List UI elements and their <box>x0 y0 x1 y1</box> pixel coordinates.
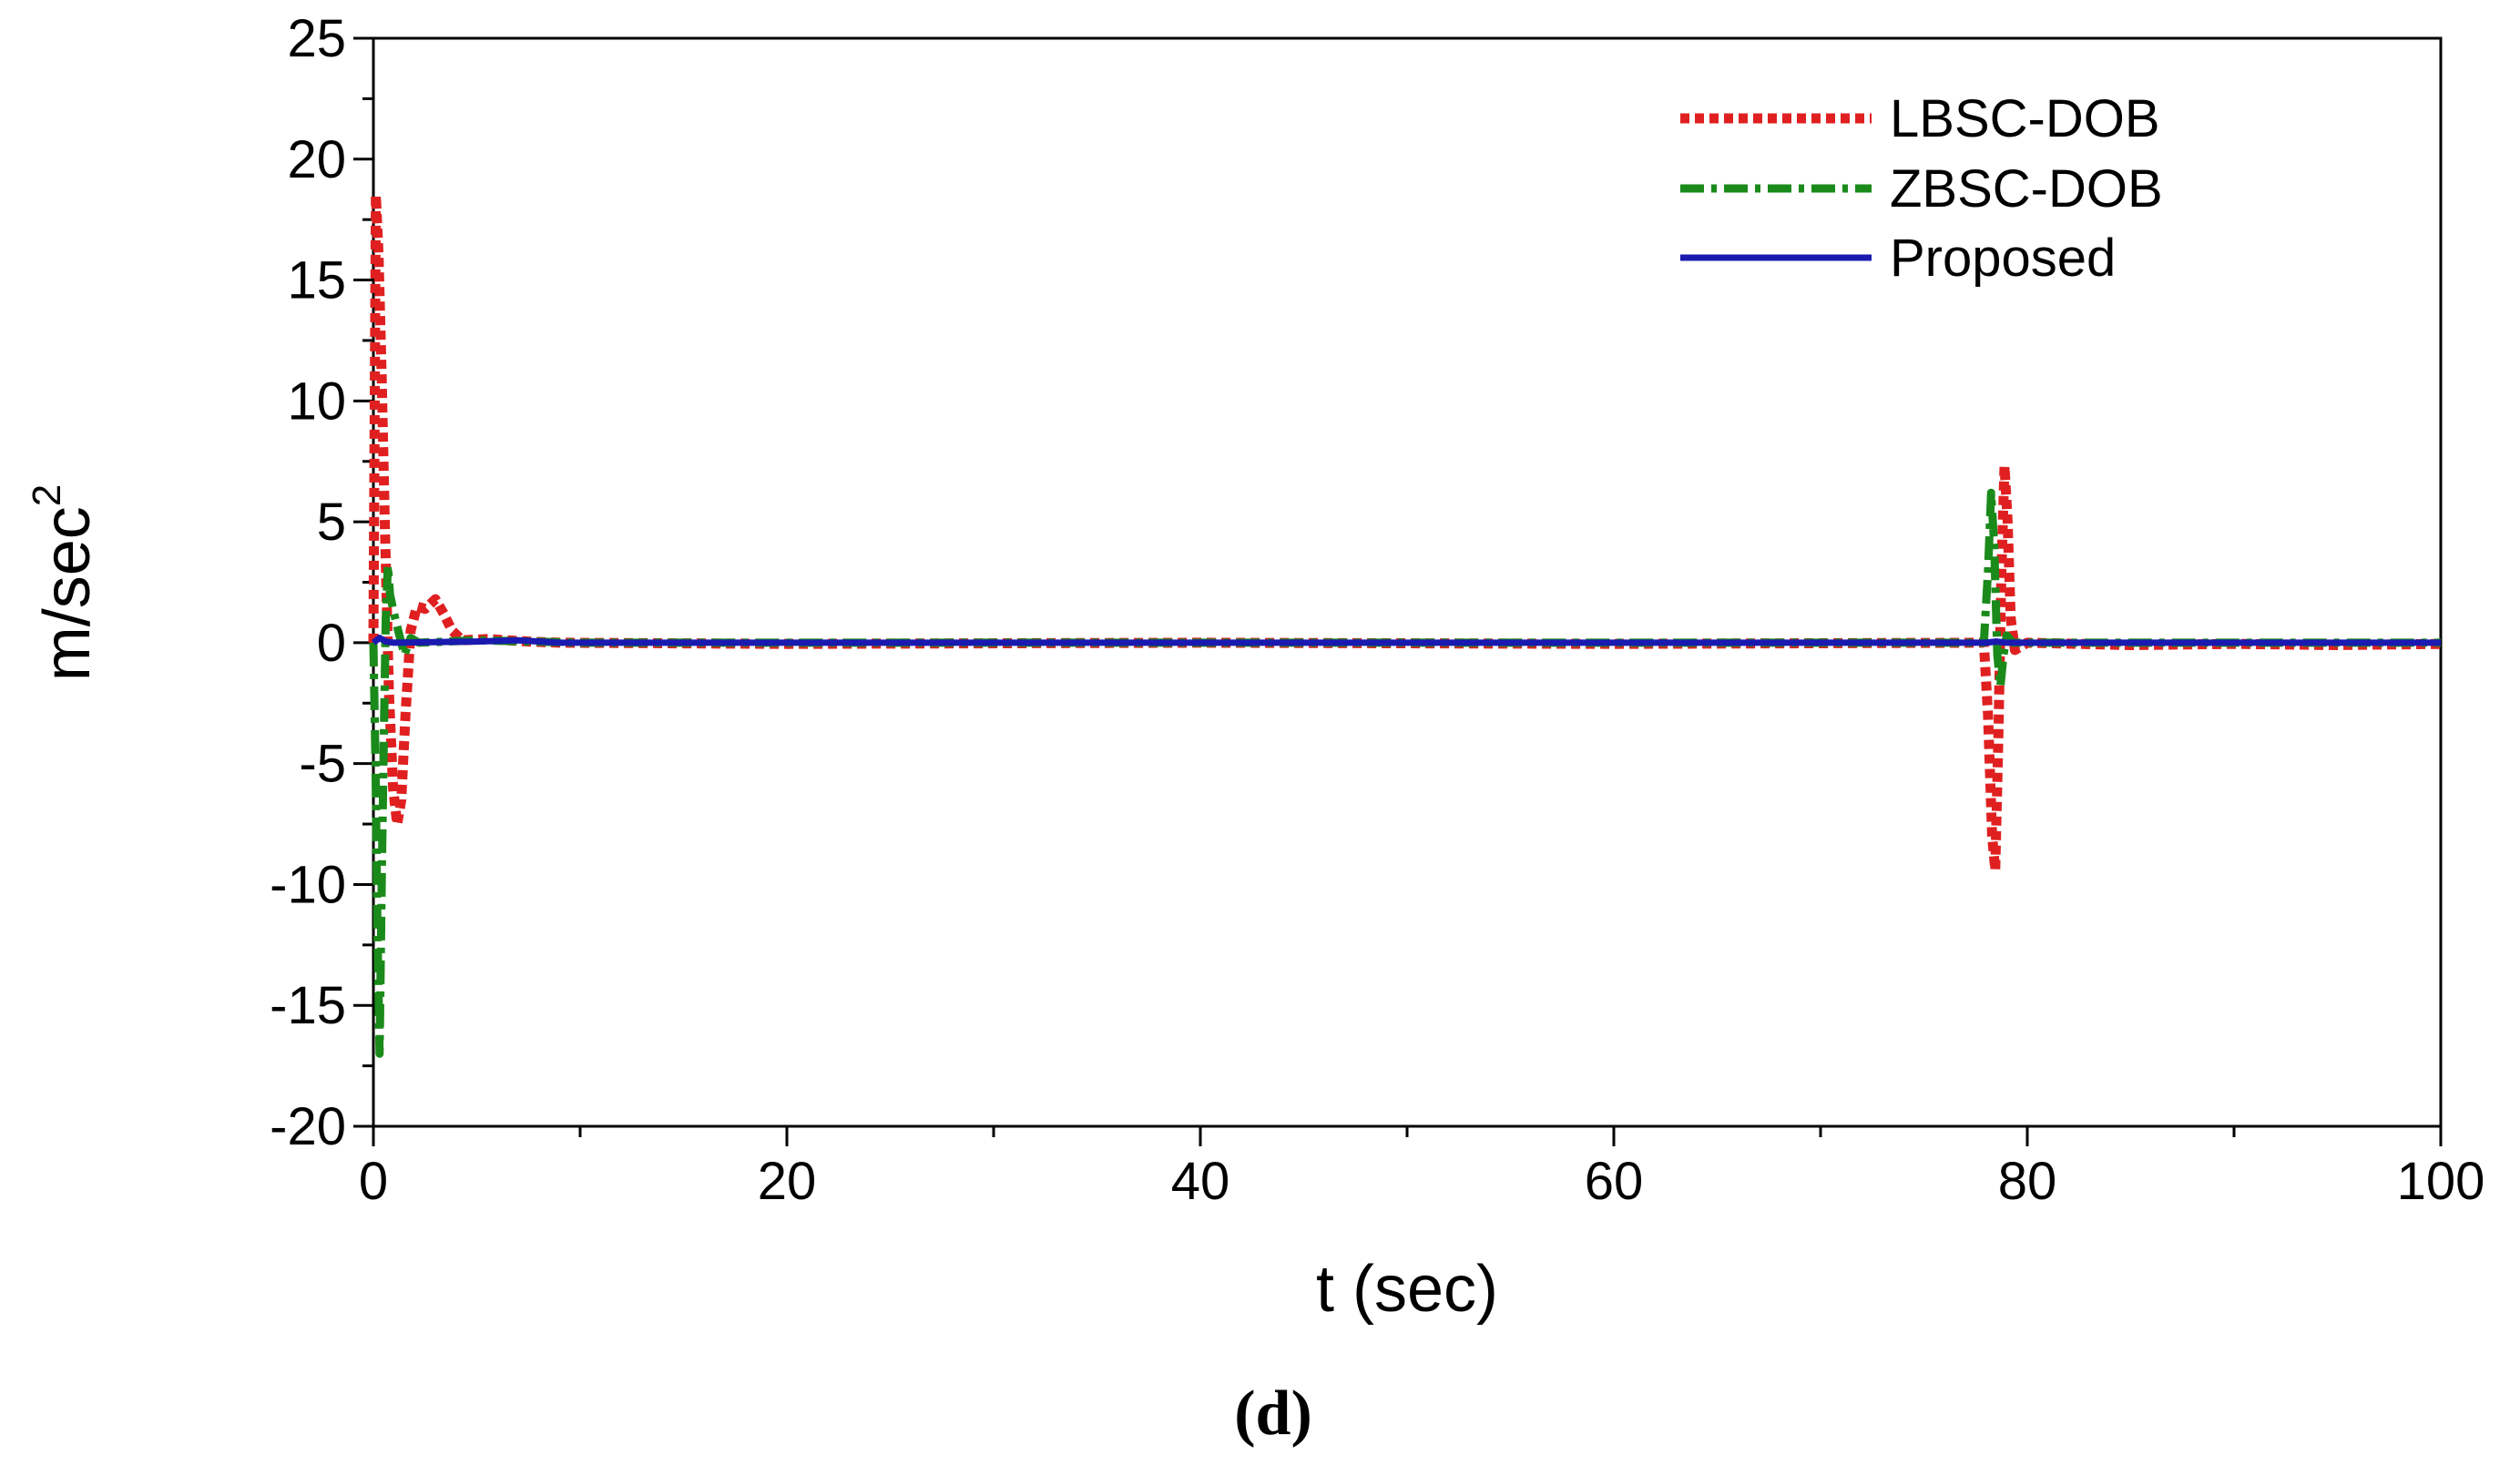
legend-label: LBSC-DOB <box>1890 89 2160 148</box>
series-line-zbsc-dob <box>369 488 2441 1058</box>
y-tick-label: 15 <box>287 251 346 310</box>
legend-label: Proposed <box>1890 229 2116 288</box>
legend: LBSC-DOB ZBSC-DOB Proposed <box>1680 89 2163 288</box>
y-tick-label: -5 <box>299 735 346 794</box>
y-axis-ticks: -20 -15 -10 -5 0 5 10 15 20 25 <box>270 9 373 1156</box>
y-axis-label-exponent: 2 <box>25 484 69 506</box>
y-tick-label: -20 <box>270 1097 346 1156</box>
legend-label: ZBSC-DOB <box>1890 159 2163 219</box>
y-tick-label: 0 <box>317 614 346 673</box>
y-axis-label-base: m/sec <box>31 506 104 681</box>
x-tick-label: 60 <box>1585 1152 1644 1211</box>
y-tick-label: -15 <box>270 976 346 1035</box>
x-tick-label: 0 <box>359 1152 388 1211</box>
series-line-lbsc-dob <box>368 190 2442 875</box>
x-tick-label: 40 <box>1171 1152 1230 1211</box>
y-tick-label: 25 <box>287 9 346 68</box>
y-axis-label: m/sec2 <box>25 484 104 682</box>
figure-caption: (d) <box>1234 1378 1312 1449</box>
y-tick-label: -10 <box>270 855 346 914</box>
series-line-proposed <box>371 635 2441 646</box>
y-tick-label: 5 <box>317 493 346 552</box>
y-tick-label: 20 <box>287 130 346 189</box>
x-axis-ticks: 0 20 40 60 80 100 <box>359 1126 2485 1211</box>
series-layer <box>368 190 2442 1058</box>
x-tick-label: 20 <box>758 1152 817 1211</box>
x-tick-label: 100 <box>2397 1152 2485 1211</box>
x-tick-label: 80 <box>1998 1152 2057 1211</box>
y-tick-label: 10 <box>287 371 346 431</box>
x-axis-label: t (sec) <box>1316 1253 1498 1326</box>
